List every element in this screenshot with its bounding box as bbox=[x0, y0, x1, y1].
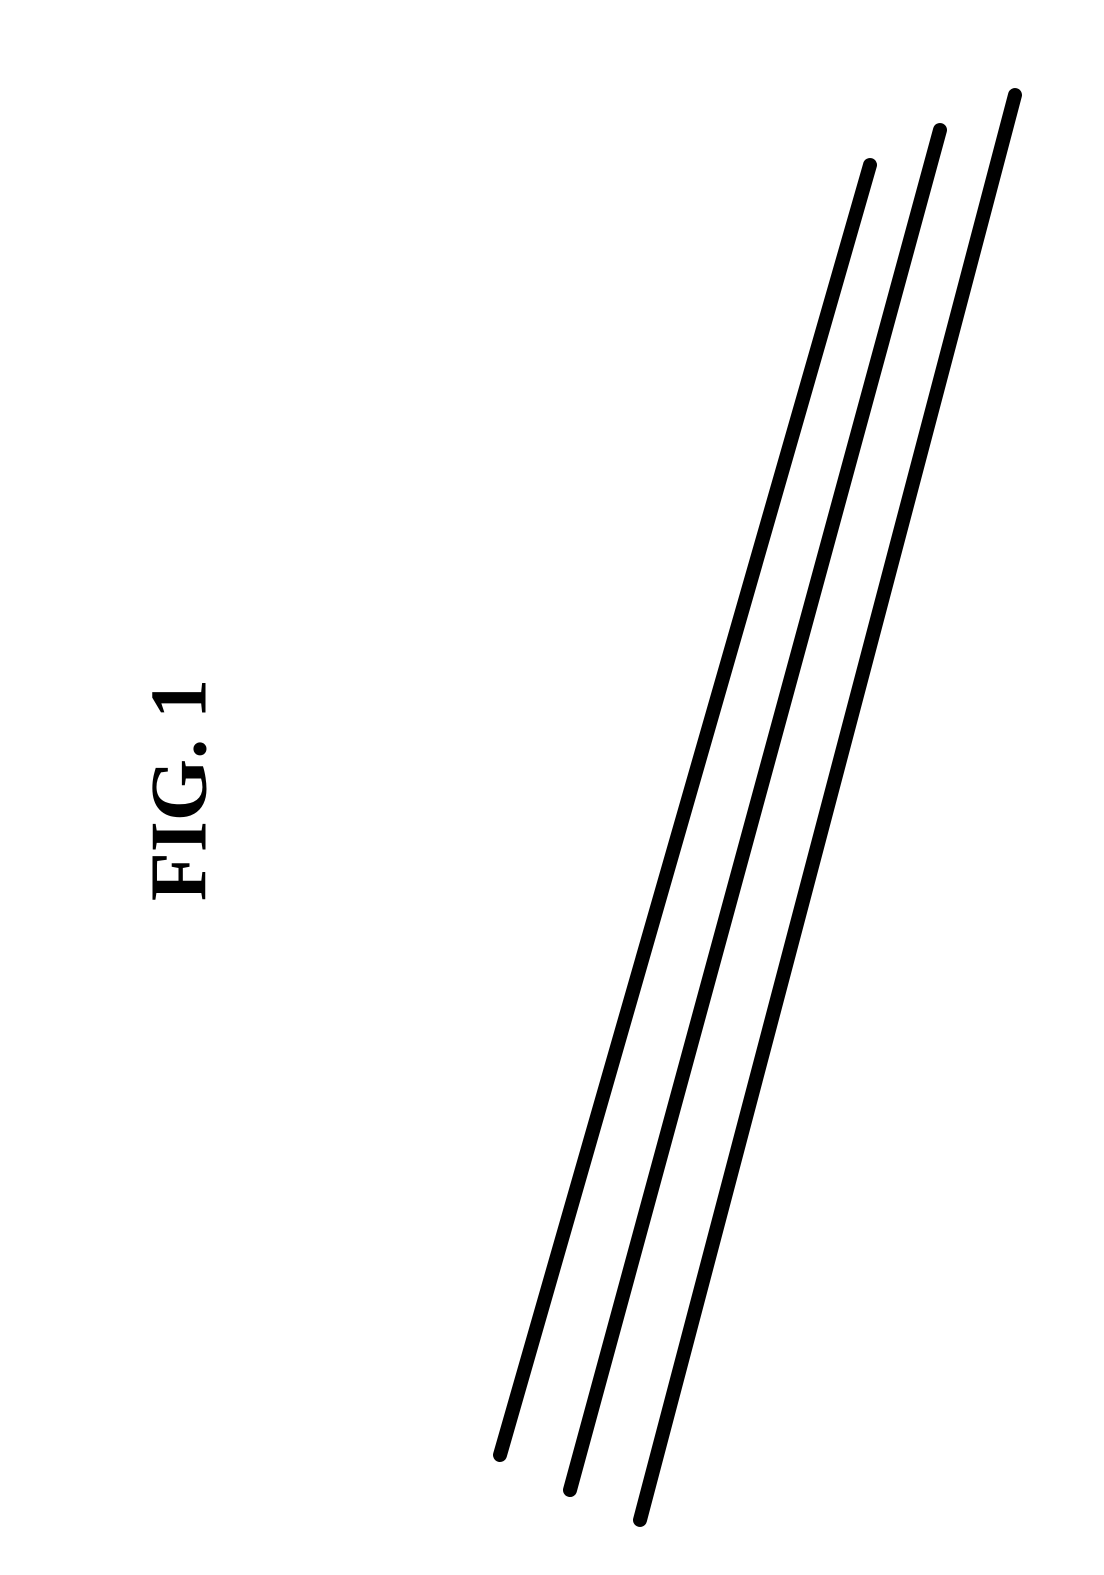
diagonal-line-1 bbox=[500, 165, 870, 1455]
lines-group bbox=[500, 95, 1015, 1520]
parallel-lines-diagram bbox=[0, 0, 1104, 1575]
diagonal-line-2 bbox=[570, 130, 940, 1490]
